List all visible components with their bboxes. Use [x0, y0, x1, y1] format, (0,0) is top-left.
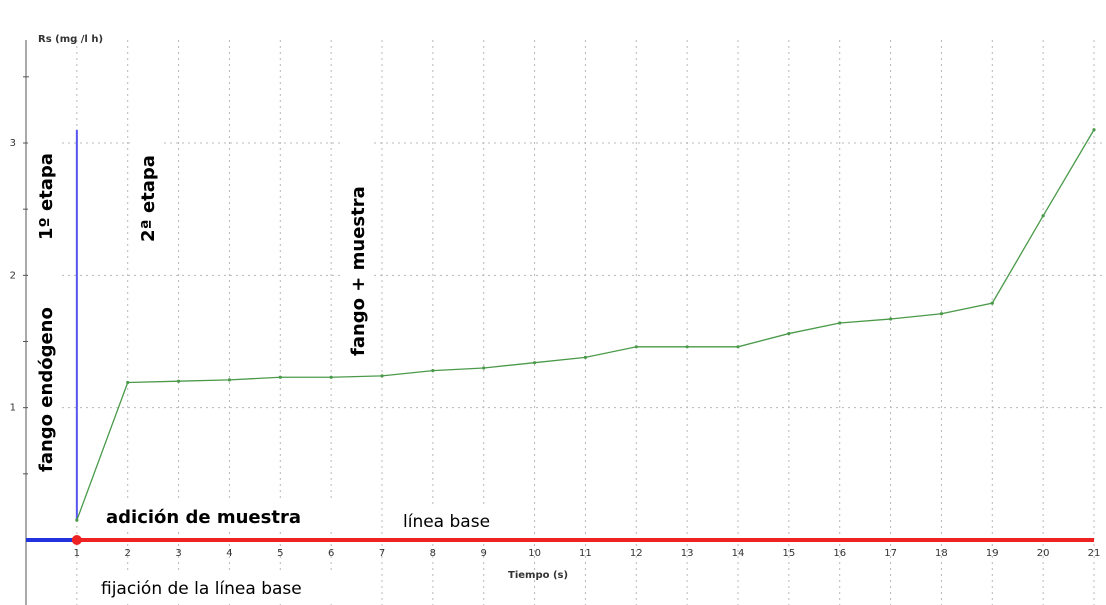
y-tick-label-1: 1 — [10, 403, 16, 414]
x-tick-label-20: 20 — [1037, 548, 1050, 559]
series-layer — [26, 128, 1096, 545]
data-point-18 — [939, 312, 944, 316]
data-point-11 — [583, 355, 588, 359]
x-tick-label-15: 15 — [782, 548, 795, 559]
annotation-stage-2-text: 2ª etapa — [138, 155, 159, 242]
data-point-12 — [634, 345, 638, 349]
annotation-stage-1: 1º etapa — [28, 120, 62, 250]
x-tick-label-2: 2 — [125, 548, 131, 559]
annotation-sample-addition-text: adición de muestra — [106, 507, 301, 528]
data-point-2 — [126, 380, 130, 385]
annotation-stage-1-text: 1º etapa — [36, 153, 57, 240]
x-tick-label-10: 10 — [528, 548, 541, 559]
data-point-5 — [278, 375, 282, 379]
data-point-1 — [75, 518, 79, 522]
annotation-endogenous: fango endógeno — [28, 255, 62, 477]
data-point-15 — [787, 331, 791, 336]
annotation-baseline-fix: fijación de la línea base — [95, 571, 379, 603]
x-tick-label-8: 8 — [430, 548, 436, 559]
x-tick-label-3: 3 — [175, 548, 181, 559]
data-point-10 — [532, 361, 537, 365]
x-tick-label-4: 4 — [226, 548, 232, 559]
y-axis-title: Rs (mg /l h) — [38, 34, 103, 45]
x-tick-label-16: 16 — [833, 548, 846, 559]
x-tick-label-6: 6 — [328, 548, 334, 559]
annotation-endogenous-text: fango endógeno — [36, 307, 57, 472]
y-tick-label-2: 2 — [10, 270, 16, 281]
x-tick-label-5: 5 — [277, 548, 283, 559]
data-point-9 — [482, 366, 486, 370]
annotation-baseline-text: línea base — [403, 512, 490, 532]
annotation-stage-2: 2ª etapa — [130, 125, 164, 247]
annotation-sludge-sample-text: fango + muestra — [348, 186, 369, 356]
annotation-sludge-sample: fango + muestra — [340, 128, 374, 360]
x-tick-label-12: 12 — [630, 548, 643, 559]
x-tick-label-19: 19 — [986, 548, 999, 559]
data-point-7 — [380, 374, 384, 378]
x-tick-label-21: 21 — [1088, 548, 1101, 559]
x-tick-label-14: 14 — [732, 548, 745, 559]
x-tick-label-1: 1 — [74, 548, 80, 559]
x-axis-title: Tiempo (s) — [508, 570, 568, 581]
annotation-sample-addition: adición de muestra — [100, 501, 364, 531]
data-point-20 — [1041, 214, 1045, 218]
x-tick-label-17: 17 — [884, 548, 897, 559]
x-tick-label-11: 11 — [579, 548, 592, 559]
data-point-17 — [888, 317, 893, 321]
data-point-14 — [736, 345, 740, 349]
data-point-8 — [431, 369, 435, 373]
data-point-21 — [1092, 128, 1096, 132]
data-point-4 — [227, 378, 232, 382]
y-tick-label-3: 3 — [10, 138, 16, 149]
annotation-baseline: línea base — [398, 506, 522, 534]
x-tick-label-18: 18 — [935, 548, 948, 559]
data-point-16 — [838, 321, 842, 325]
annotation-baseline-fix-text: fijación de la línea base — [101, 579, 302, 599]
sample-addition-marker — [71, 535, 82, 545]
data-point-3 — [176, 379, 181, 383]
data-point-19 — [990, 301, 994, 305]
x-tick-label-9: 9 — [481, 548, 487, 559]
data-point-13 — [685, 345, 689, 349]
data-point-6 — [329, 375, 333, 379]
x-tick-label-7: 7 — [379, 548, 385, 559]
x-tick-label-13: 13 — [681, 548, 694, 559]
